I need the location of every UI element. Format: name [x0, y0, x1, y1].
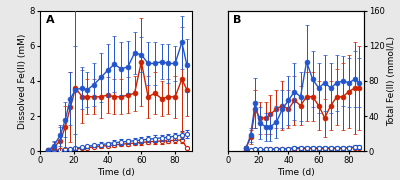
X-axis label: Time (d): Time (d)	[97, 168, 135, 177]
X-axis label: Time (d): Time (d)	[277, 168, 315, 177]
Text: A: A	[46, 15, 55, 25]
Y-axis label: Dissolved Fe(II) (mM): Dissolved Fe(II) (mM)	[18, 33, 27, 129]
Text: B: B	[234, 15, 242, 25]
Y-axis label: Total Fe(II) (mmol/L): Total Fe(II) (mmol/L)	[388, 36, 396, 126]
